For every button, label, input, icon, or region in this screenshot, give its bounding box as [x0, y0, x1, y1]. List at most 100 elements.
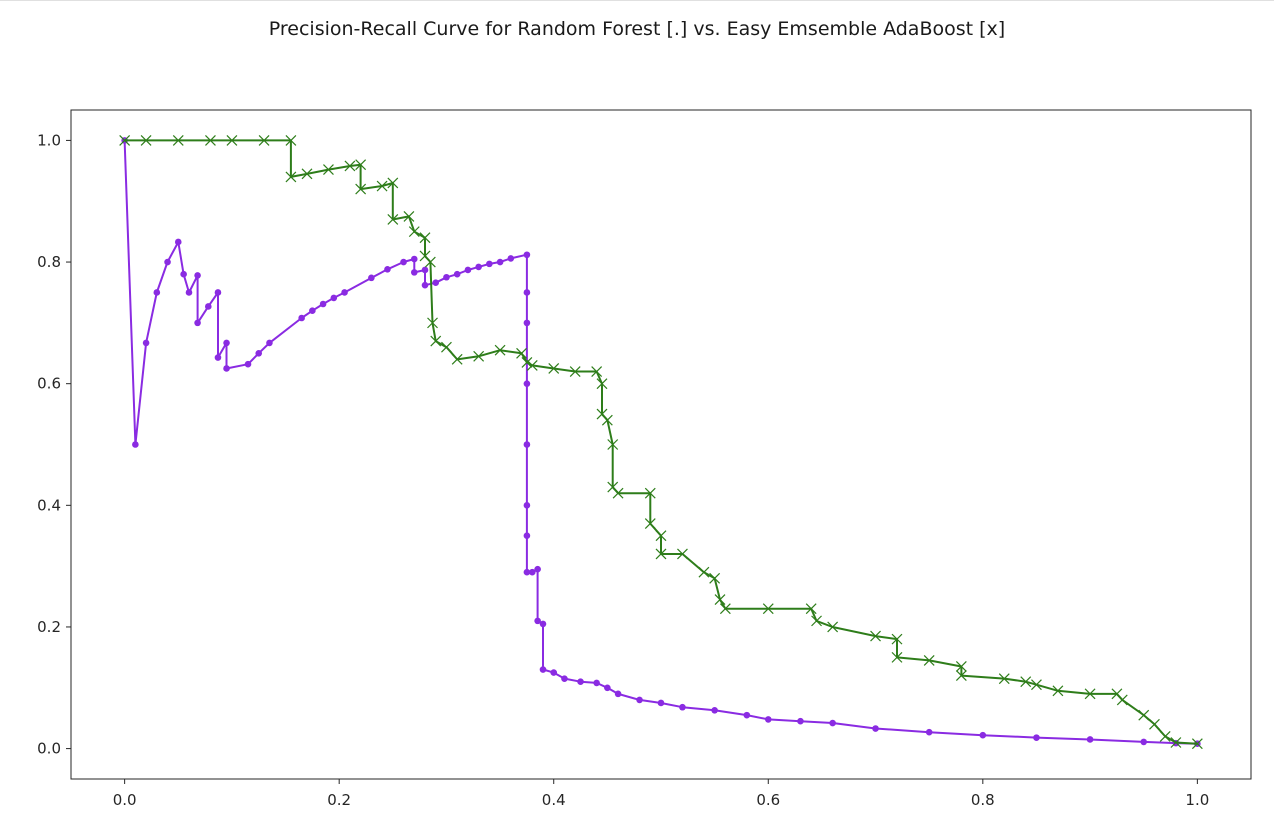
- series-0-point: [614, 690, 622, 698]
- series-1-point: [451, 353, 463, 365]
- series-1-point: [591, 366, 603, 377]
- series-1-point: [258, 134, 270, 146]
- series-0-point: [593, 679, 600, 687]
- series-0-point: [475, 263, 482, 271]
- series-1-point: [419, 232, 431, 244]
- series-0-point: [266, 339, 273, 347]
- series-1-point: [891, 633, 903, 645]
- series-0-point: [528, 568, 536, 576]
- series-1-point: [516, 347, 527, 359]
- series-0-point: [523, 319, 531, 327]
- series-0-point: [319, 300, 327, 308]
- y-tick-label: 1.0: [37, 131, 61, 149]
- series-1-point: [655, 530, 667, 542]
- series-1-point: [1149, 718, 1160, 730]
- series-1-point: [473, 350, 485, 362]
- series-0-point: [410, 269, 418, 276]
- series-0-point: [309, 307, 316, 315]
- series-0-point: [421, 266, 429, 274]
- series-1-point: [714, 594, 726, 606]
- top-rule: [0, 0, 1274, 1]
- series-0-point: [421, 281, 429, 289]
- series-1-point: [205, 134, 216, 146]
- series-1-point: [644, 487, 656, 499]
- y-tick-label: 0.8: [37, 253, 61, 271]
- series-0-point: [410, 255, 418, 263]
- series-layer: [119, 134, 1203, 750]
- series-1-point: [526, 360, 538, 371]
- series-0-point: [185, 289, 193, 296]
- series-0-point: [432, 279, 440, 287]
- series-0-point: [174, 238, 182, 246]
- series-1-point: [1020, 676, 1032, 688]
- series-0-point: [507, 255, 515, 262]
- series-0-point: [153, 289, 161, 296]
- series-0-point: [244, 360, 252, 368]
- series-0-point: [523, 441, 531, 448]
- series-0-point: [443, 273, 450, 281]
- series-1-point: [709, 572, 721, 584]
- series-1-point: [119, 134, 131, 146]
- series-0-point: [679, 703, 686, 711]
- series-0-point: [523, 251, 531, 259]
- y-tick-label: 0.4: [37, 496, 61, 514]
- series-0-point: [205, 303, 212, 310]
- series-1-point: [430, 335, 442, 347]
- series-0-point: [400, 258, 407, 266]
- series-0-point: [657, 699, 665, 707]
- series-1-point: [1116, 694, 1128, 706]
- y-tick-label: 0.2: [37, 618, 61, 636]
- series-1-point: [285, 134, 297, 146]
- series-0-point: [743, 711, 751, 719]
- series-0-point: [464, 266, 472, 274]
- series-0-point: [577, 678, 584, 685]
- series-0-point: [764, 716, 772, 723]
- series-1-point: [548, 363, 560, 374]
- series-1-point: [1159, 731, 1171, 742]
- chart-title: Precision-Recall Curve for Random Forest…: [268, 18, 1006, 40]
- series-1-point: [644, 518, 656, 529]
- series-0-point: [711, 706, 718, 714]
- series-1-point: [355, 183, 367, 195]
- series-0-line: [123, 140, 1198, 745]
- series-1-point: [1138, 709, 1150, 721]
- series-0-point: [223, 339, 230, 347]
- series-1-point: [226, 134, 238, 146]
- series-0-point: [255, 349, 263, 357]
- series-0-point: [132, 441, 139, 448]
- series-1-point: [596, 378, 608, 390]
- x-tick-label: 0.6: [756, 791, 780, 809]
- series-0-point: [384, 266, 391, 273]
- series-0-point: [523, 380, 531, 387]
- series-0-point: [164, 258, 171, 266]
- plot-frame: [70, 109, 1252, 780]
- series-1-point: [387, 177, 399, 189]
- series-0-point: [1140, 738, 1148, 746]
- series-0-point: [925, 728, 933, 736]
- series-1-point: [955, 661, 967, 672]
- series-0-point: [1033, 734, 1040, 741]
- series-1-point: [323, 164, 334, 176]
- series-1-point: [762, 603, 774, 615]
- series-0-point: [604, 684, 611, 692]
- series-0-point: [214, 289, 222, 296]
- series-0-point: [298, 314, 305, 322]
- series-0-point: [194, 319, 201, 327]
- series-1-point: [827, 621, 839, 633]
- series-1-point: [521, 356, 533, 368]
- x-tick-label: 0.2: [327, 791, 351, 809]
- series-1-point: [811, 615, 822, 627]
- series-0-point: [523, 568, 531, 576]
- series-1-point: [285, 171, 297, 183]
- series-1-point: [805, 603, 817, 615]
- series-1-point: [569, 366, 581, 377]
- series-0-point: [341, 289, 348, 296]
- y-tick-label: 0.0: [37, 740, 61, 758]
- series-0-point: [223, 365, 230, 372]
- series-1-point: [376, 180, 388, 192]
- series-0-point: [539, 620, 547, 628]
- series-1: [119, 134, 1203, 750]
- x-tick-label: 0.0: [113, 791, 137, 809]
- series-0-point: [453, 270, 461, 278]
- series-1-point: [355, 159, 367, 171]
